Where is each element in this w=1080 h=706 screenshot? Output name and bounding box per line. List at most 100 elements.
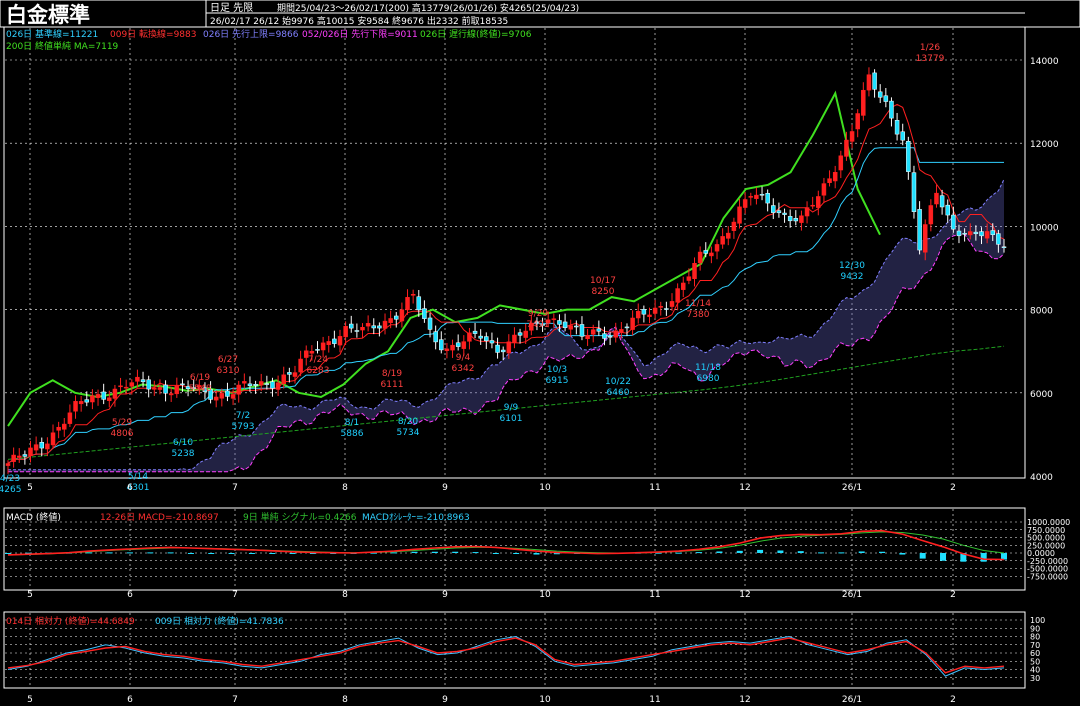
candle-down (872, 72, 877, 90)
month-tick-main: 6 (127, 483, 133, 493)
month-tick-main: 7 (232, 483, 238, 493)
low-date-label: 7/2 (236, 411, 250, 421)
candle-up (984, 231, 990, 239)
candle-down (146, 379, 151, 390)
price-tick-label: 6000 (1030, 390, 1053, 400)
rsi-tick-label: 100 (1030, 616, 1045, 625)
candle-up (343, 325, 348, 338)
macd-histogram-bar (980, 553, 987, 562)
high-date-label: 11/14 (685, 299, 711, 309)
macd-line (7, 529, 1005, 561)
high-date-label: 10/17 (590, 276, 616, 286)
rsi9-line (7, 635, 1005, 677)
macd-histogram-bar (797, 551, 804, 553)
rsi-tick-label: 50 (1030, 657, 1040, 666)
month-tick-rsi: 12 (739, 695, 750, 705)
senkou-span-b-line (8, 233, 1005, 473)
candle-up (5, 463, 11, 466)
candle-down (973, 231, 979, 235)
high-value-label: 6310 (217, 366, 240, 376)
high-value-label: 6283 (307, 366, 330, 376)
candle-up (78, 401, 84, 405)
cloud-fill (8, 179, 1004, 472)
candle-up (337, 336, 343, 346)
candle-down (202, 387, 208, 392)
candle-up (152, 387, 157, 390)
high-value-label: 7380 (687, 310, 710, 320)
month-tick-rsi: 7 (232, 695, 238, 705)
month-tick-main: 12 (739, 483, 750, 493)
candle-down (489, 340, 495, 344)
candle-up (861, 89, 866, 116)
ohlc-info: 26/02/17 26/12 始9976 高10015 安9584 終9676 … (210, 15, 508, 27)
candle-down (208, 389, 213, 400)
month-tick-rsi: 11 (649, 695, 660, 705)
candle-up (810, 204, 815, 207)
candle-up (50, 432, 56, 446)
senkou-span-a-line (8, 178, 1005, 471)
candle-up (619, 329, 624, 333)
candle-down (495, 344, 500, 353)
macd-histogram-bar (167, 552, 174, 554)
candle-down (84, 399, 90, 403)
ichimoku-cloud (8, 178, 1005, 473)
high-date-label: 6/19 (190, 373, 210, 383)
candle-down (883, 95, 889, 102)
signal-line (7, 531, 1005, 556)
macd-tick-label: 250.0000 (1027, 541, 1065, 550)
price-tick-label: 4000 (1030, 473, 1053, 483)
candle-up (135, 376, 140, 382)
macd-histogram-bar (960, 553, 967, 562)
macd-histogram-bar (675, 552, 682, 554)
candle-up (686, 276, 692, 281)
candle-down (540, 324, 545, 326)
low-value-label: 6460 (607, 388, 630, 398)
high-value-label: 5548 (189, 384, 212, 394)
rsi-tick-label: 60 (1030, 649, 1040, 658)
candle-down (1001, 246, 1007, 249)
rsi9-value: 009日 相対力 (終値)=41.7836 (155, 615, 284, 627)
macd-title: MACD (終値) (6, 511, 61, 523)
high-value-label: 7491 (527, 320, 550, 330)
macd-panel-frame (3, 507, 1026, 591)
price-tick-label: 14000 (1030, 57, 1059, 67)
low-date-label: 9/9 (504, 403, 519, 413)
candle-up (399, 309, 405, 322)
candle-up (675, 288, 680, 303)
month-tick-main: 9 (442, 483, 448, 493)
macd-histogram-bar (940, 553, 947, 561)
candle-down (354, 330, 360, 332)
chart-mode: 日足 先限 (210, 2, 253, 14)
month-tick-rsi: 8 (342, 695, 348, 705)
candle-down (951, 214, 956, 230)
candle-up (635, 310, 641, 319)
high-value-label: 6342 (452, 364, 475, 374)
candle-up (844, 139, 849, 157)
ma200-line (7, 345, 1005, 460)
candle-down (101, 391, 106, 400)
kijun-line (7, 147, 1004, 464)
low-value-label: 4265 (0, 485, 21, 495)
candle-up (56, 426, 61, 431)
candle-up (242, 381, 247, 384)
macd-histogram-bar (126, 552, 133, 554)
low-value-label: 5238 (172, 449, 195, 459)
high-value-label: 4806 (111, 429, 134, 439)
candle-up (512, 334, 517, 343)
candle-down (602, 333, 607, 339)
candle-up (669, 301, 675, 307)
candle-up (726, 232, 731, 239)
candle-down (703, 250, 709, 254)
candle-up (681, 282, 686, 290)
candle-up (506, 341, 512, 354)
macd-histogram-bar (370, 552, 377, 554)
month-tick-macd: 5 (27, 590, 33, 600)
candle-up (545, 319, 551, 324)
candle-up (529, 322, 534, 331)
low-date-label: 8/20 (398, 417, 418, 427)
macd-legend: MACD (終値) 12-26日 MACD=-210.8697 9日 単純 シグ… (6, 511, 470, 523)
high-date-label: 5/29 (112, 418, 132, 428)
high-value-label: 13779 (916, 54, 945, 64)
candle-down (500, 349, 506, 353)
candle-down (574, 325, 579, 328)
